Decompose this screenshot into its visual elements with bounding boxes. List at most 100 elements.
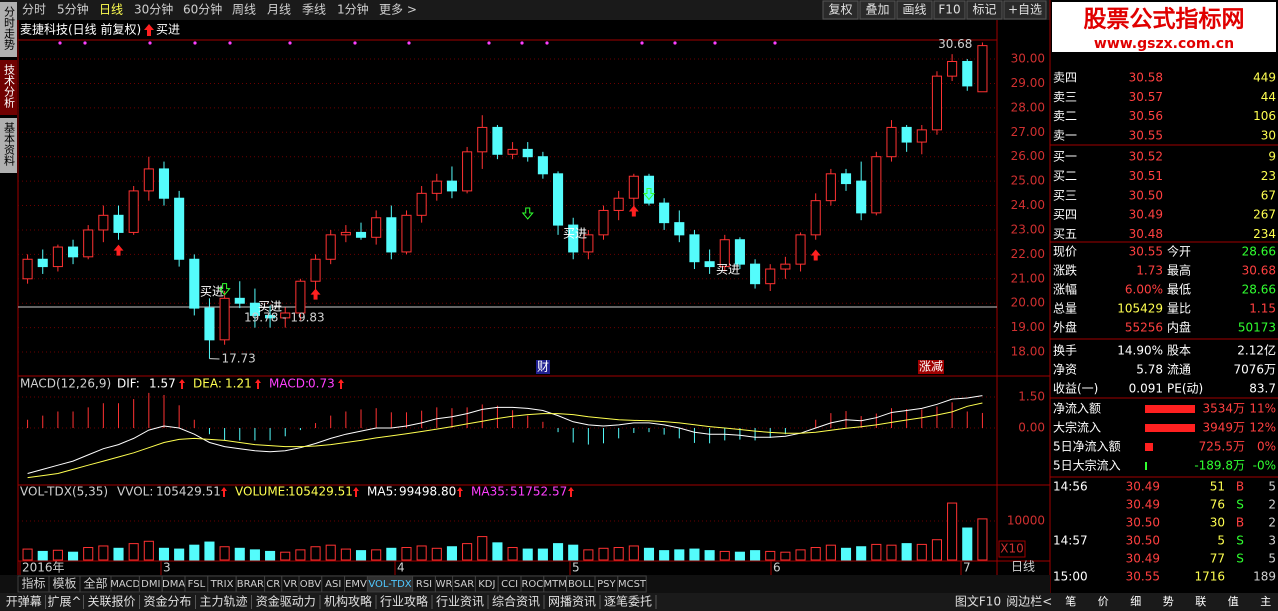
indicator-tab[interactable]: RSI: [416, 579, 432, 590]
bottom-tool[interactable]: 图文F10: [955, 594, 1001, 609]
volume-bar: [68, 551, 79, 561]
chart-title: 麦捷科技(日线 前复权): [20, 22, 141, 37]
tick-volume: 5: [1217, 534, 1225, 548]
event-marker: [520, 41, 524, 45]
period-tab[interactable]: 月线: [267, 3, 291, 17]
indicator-tab[interactable]: ASI: [325, 579, 341, 590]
side-tab[interactable]: 基本资料: [3, 122, 16, 167]
tool-button-bg: [859, 0, 896, 20]
y-tick-label: 29.00: [1011, 76, 1045, 90]
indicator-tab[interactable]: CR: [266, 579, 280, 590]
indicator-tab[interactable]: KDJ: [478, 579, 495, 590]
indicator-tab[interactable]: DMA: [162, 579, 185, 590]
flow-bar: [1145, 424, 1195, 432]
flow-bar: [1145, 443, 1153, 451]
candle-body: [98, 214, 109, 231]
indicator-tab[interactable]: VR: [284, 579, 298, 590]
bottom-tool[interactable]: 主: [1260, 595, 1271, 608]
period-tab[interactable]: 分时: [22, 3, 46, 17]
indicator-tab[interactable]: PSY: [597, 579, 616, 590]
candle-body: [553, 173, 564, 226]
side-tab-bg[interactable]: [0, 2, 17, 57]
volume-bar: [143, 540, 154, 561]
side-tab[interactable]: 技术分析: [3, 64, 16, 109]
candle-body: [628, 175, 639, 199]
period-tab[interactable]: 周线: [232, 3, 256, 17]
indicator-tab[interactable]: VOL-TDX: [368, 579, 411, 590]
period-tab[interactable]: 季线: [302, 3, 326, 17]
tool-button[interactable]: F10: [938, 3, 960, 17]
side-tab-bg[interactable]: [0, 60, 17, 115]
indicator-tab[interactable]: MTM: [544, 579, 567, 590]
bottom-tool[interactable]: 阅边栏<: [1006, 594, 1052, 609]
tick-price: 30.50: [1126, 534, 1160, 548]
y-tick-label: 18.00: [1011, 345, 1045, 359]
bottom-tab[interactable]: 主力轨迹: [199, 595, 247, 609]
book-price: 30.57: [1129, 90, 1163, 104]
period-tab[interactable]: 1分钟: [337, 2, 369, 17]
bottom-tab[interactable]: 行业攻略: [380, 594, 428, 609]
candle-body: [37, 258, 48, 268]
quote-label: 股本: [1167, 344, 1191, 358]
indicator-tab[interactable]: 模板: [52, 577, 76, 591]
indicator-tab[interactable]: WR: [436, 579, 453, 590]
bottom-tool[interactable]: 势: [1163, 595, 1174, 608]
bottom-tool[interactable]: 笔: [1065, 594, 1076, 608]
bottom-tool[interactable]: 联: [1195, 595, 1206, 608]
bottom-tab[interactable]: 资金驱动力: [256, 594, 316, 609]
period-tab[interactable]: 30分钟: [134, 2, 173, 17]
candle-body: [886, 126, 897, 158]
bottom-tool[interactable]: 值: [1228, 595, 1239, 608]
tool-button[interactable]: 复权: [828, 3, 852, 17]
book-volume: 23: [1261, 169, 1276, 183]
bottom-tab[interactable]: 行业资讯: [436, 595, 484, 609]
bottom-tab[interactable]: 扩展^: [47, 595, 81, 609]
indicator-tab[interactable]: FSL: [188, 579, 206, 590]
bottom-tab[interactable]: 综合资讯: [492, 594, 540, 609]
tool-button[interactable]: 标记: [972, 3, 996, 17]
indicator-tab[interactable]: MCST: [618, 579, 647, 590]
indicator-tab[interactable]: CCI: [501, 579, 518, 590]
period-tab[interactable]: 5分钟: [57, 2, 89, 17]
event-marker: [58, 41, 62, 45]
bottom-tab[interactable]: 资金分布: [143, 594, 191, 609]
volume-bar: [537, 548, 548, 561]
bottom-tool[interactable]: 细: [1130, 595, 1141, 608]
period-tab[interactable]: 更多 >: [379, 3, 417, 17]
tick-count: 5: [1268, 480, 1276, 494]
indicator-tab[interactable]: EMV: [345, 579, 367, 590]
volume-bar: [871, 543, 882, 561]
period-tab[interactable]: 60分钟: [183, 2, 222, 17]
indicator-tab[interactable]: TRIX: [210, 579, 234, 590]
bottom-tab[interactable]: 机构攻略: [324, 594, 372, 609]
tool-button[interactable]: +自选: [1008, 3, 1042, 17]
indicator-tab[interactable]: 全部: [83, 576, 107, 591]
indicator-tab[interactable]: BOLL: [568, 579, 594, 590]
flow-pct: 11%: [1249, 402, 1276, 416]
legend-value: 105429.51: [288, 485, 353, 499]
tick-side: B: [1236, 480, 1244, 494]
indicator-tab[interactable]: 指标: [21, 576, 45, 591]
range-label: 19.78 - 19.83: [244, 311, 325, 325]
indicator-tab[interactable]: MACD: [110, 579, 140, 590]
bottom-tool[interactable]: 价: [1098, 595, 1109, 608]
bottom-tab[interactable]: 关联报价: [87, 594, 135, 609]
volume-bar: [840, 547, 852, 561]
side-tab-bg[interactable]: [0, 118, 17, 173]
indicator-tab[interactable]: OBV: [300, 579, 321, 590]
side-tab[interactable]: 分时走势: [3, 6, 16, 50]
bottom-tab[interactable]: 网播资讯: [548, 595, 596, 609]
indicator-tab[interactable]: BRAR: [237, 579, 264, 590]
indicator-tab[interactable]: ROC: [521, 579, 543, 590]
tool-button[interactable]: 画线: [902, 3, 926, 17]
indicator-tab[interactable]: DMI: [141, 579, 160, 590]
bottom-tab[interactable]: 逐笔委托: [604, 594, 652, 609]
book-volume: 67: [1261, 188, 1276, 202]
book-label: 买二: [1053, 169, 1077, 183]
bottom-tab[interactable]: 开弹幕: [6, 595, 42, 609]
indicator-tab[interactable]: SAR: [454, 579, 474, 590]
tool-button[interactable]: 叠加: [865, 3, 889, 17]
period-tab[interactable]: 日线: [99, 3, 123, 17]
volume-bar: [204, 541, 215, 561]
